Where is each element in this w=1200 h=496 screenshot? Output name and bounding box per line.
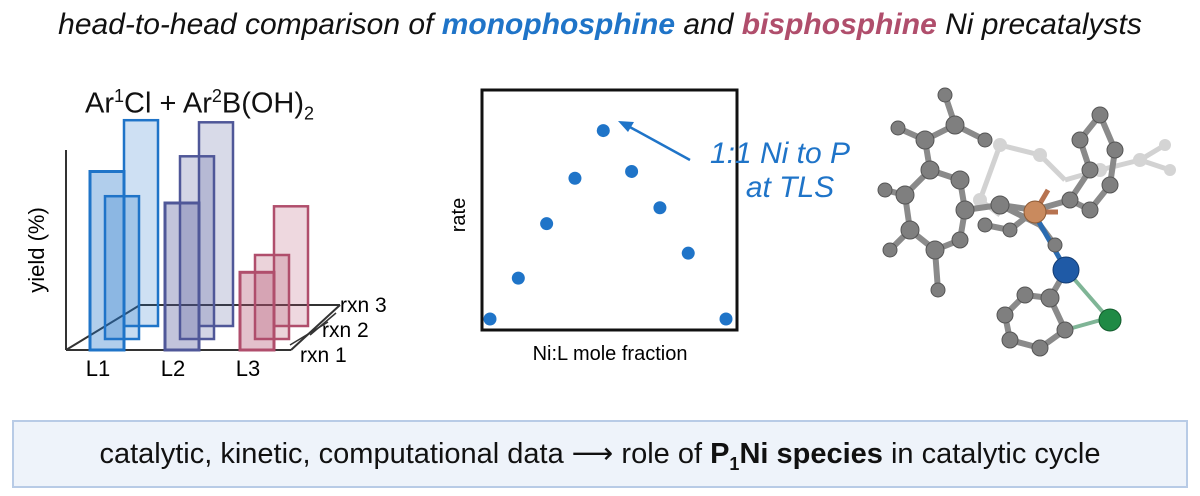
banner-pre: catalytic, kinetic, computational data ⟶…: [99, 438, 711, 470]
p1ni-molecule-structure: [877, 87, 1176, 357]
category-label-l1: L1: [86, 356, 110, 381]
series-label-rxn2: rxn 2: [322, 319, 369, 342]
banner-post: in catalytic cycle: [882, 438, 1101, 470]
annotation-arrowhead: [618, 121, 634, 132]
scatter-frame: [480, 88, 739, 332]
annotation-line-2: at TLS: [746, 171, 834, 204]
scatter-point-6: [653, 201, 667, 215]
bar-chart-ylabel: yield (%): [24, 207, 49, 293]
category-label-l2: L2: [161, 356, 185, 381]
scatter-point-3: [568, 171, 582, 185]
bar-l1-rxn1: [88, 170, 126, 352]
title-monophosphine: monophosphine: [441, 8, 676, 41]
scatter-point-7: [681, 246, 695, 260]
banner-species: P1Ni species: [710, 438, 883, 474]
category-label-l3: L3: [236, 356, 260, 381]
bar-l2-rxn2: [178, 155, 216, 341]
scatter-ylabel: rate: [448, 198, 470, 232]
series-label-rxn3: rxn 3: [340, 294, 387, 317]
title-bisphosphine: bisphosphine: [741, 8, 937, 41]
molecule-atoms: [877, 87, 1124, 357]
chlorine-atom: [1098, 308, 1122, 332]
title-prefix: head-to-head comparison of: [58, 8, 442, 41]
bar-l1-rxn3: [122, 118, 160, 328]
floor-mid-2: [309, 312, 337, 336]
molecule-back-atoms: [973, 138, 1176, 207]
series-label-rxn1: rxn 1: [300, 344, 347, 367]
scatter-point-4: [596, 124, 610, 138]
annotation-arrow-line: [627, 124, 691, 162]
phosphorus-atom: [1023, 200, 1047, 224]
summary-banner: catalytic, kinetic, computational data ⟶…: [12, 420, 1188, 488]
depth-floor-front: [290, 304, 341, 351]
atom-c: [937, 87, 953, 103]
scatter-xlabel: Ni:L mole fraction: [533, 343, 688, 365]
bar-l1-rxn2: [103, 194, 141, 341]
header-title: head-to-head comparison of monophosphine…: [0, 8, 1200, 42]
bar-l3-rxn2: [253, 253, 291, 341]
scatter-point-8: [719, 312, 733, 326]
title-middle: and: [675, 8, 742, 41]
reaction-equation: Ar1Cl + Ar2B(OH)2: [85, 86, 315, 124]
depth-axis: [65, 304, 141, 351]
bar-l3-rxn3: [272, 205, 310, 328]
scatter-point-1: [511, 271, 525, 285]
title-suffix: Ni precatalysts: [936, 8, 1142, 41]
scatter-point-0: [483, 312, 497, 326]
annotation-line-1: 1:1 Ni to P: [710, 137, 850, 170]
scatter-point-5: [625, 164, 639, 178]
rate-scatter-chart: rate Ni:L mole fraction 1:1 Ni to P at T…: [448, 88, 850, 365]
bar-l2-rxn1: [163, 201, 201, 352]
nickel-atom: [1052, 256, 1080, 284]
scatter-point-2: [540, 217, 554, 231]
bar-l3-rxn1: [238, 270, 276, 352]
